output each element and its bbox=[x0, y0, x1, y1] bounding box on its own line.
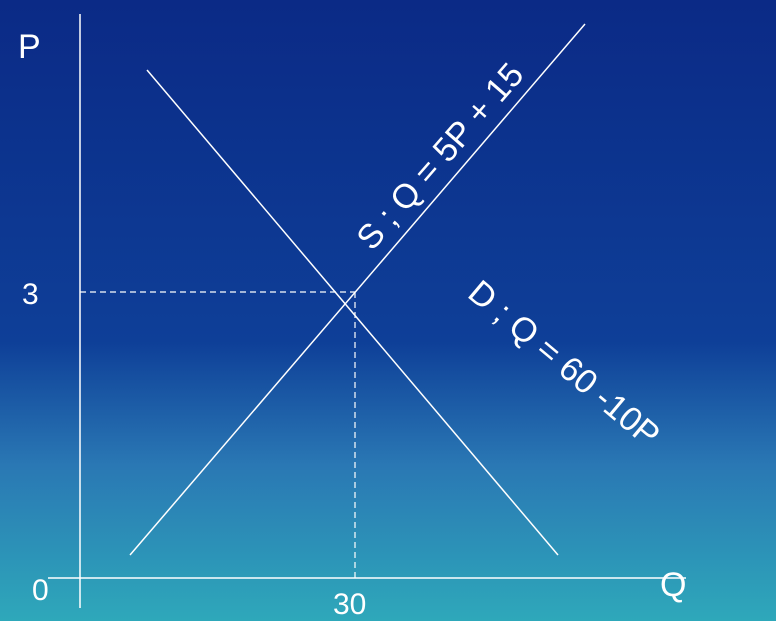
supply-line bbox=[129, 23, 586, 556]
quantity-label: 30 bbox=[333, 588, 366, 621]
y-axis-label: P bbox=[18, 28, 41, 66]
demand-line bbox=[146, 69, 559, 556]
x-axis-label: Q bbox=[660, 566, 686, 604]
price-label: 3 bbox=[22, 278, 39, 311]
origin-label: 0 bbox=[32, 574, 49, 607]
